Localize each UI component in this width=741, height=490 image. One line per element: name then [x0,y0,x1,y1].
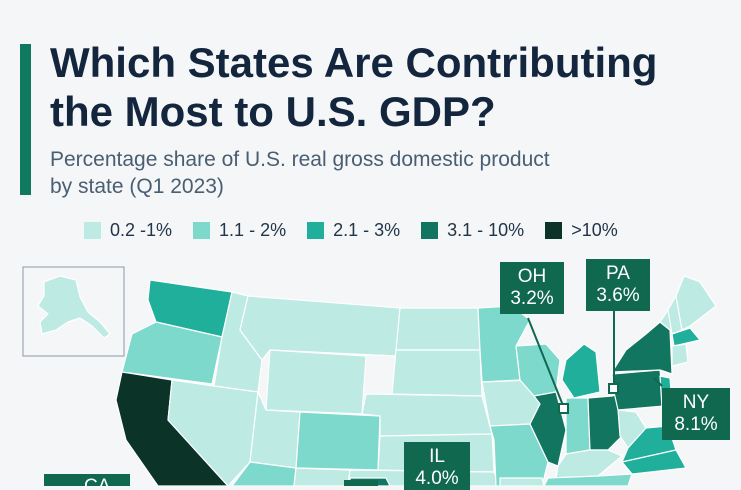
state-TN [543,473,633,486]
legend-swatch [193,221,211,239]
callout-oh-code: OH [517,266,547,287]
state-ND [395,307,481,351]
legend-item-tier1: 0.2 -1% [84,220,172,241]
state-MT [239,295,401,361]
state-PA [611,369,665,411]
state-AZ [231,461,297,486]
legend-label: 3.1 - 10% [447,219,525,240]
callout-oh: OH 3.2% [500,262,564,314]
state-OR [121,321,223,385]
state-SD [391,349,483,397]
map-legend: 0.2 -1% 1.1 - 2% 2.1 - 3% 3.1 - 10% >10% [84,219,639,241]
title-line-2: the Most to U.S. GDP? [50,88,496,135]
callout-il: IL 4.0% [404,442,470,490]
state-MI [561,343,601,399]
callout-ca: CA [44,474,130,486]
state-CO [295,411,381,471]
legend-item-tier2: 1.1 - 2% [193,220,286,241]
legend-item-tier3: 2.1 - 3% [307,220,400,241]
state-AR [499,477,545,486]
callout-tx-partial [344,480,378,486]
oh-leader-line [527,317,565,409]
subtitle-line-2: by state (Q1 2023) [50,175,224,198]
legend-swatch [421,221,439,239]
callout-ca-code: CA [84,476,124,486]
callout-il-value: 4.0% [415,468,459,489]
ny-leader-line [653,377,663,387]
state-NM [293,467,351,486]
callout-oh-value: 3.2% [510,288,554,309]
state-CT [671,343,689,367]
legend-label: 1.1 - 2% [219,219,287,240]
state-ME [675,275,717,331]
state-AK [37,275,111,339]
legend-label: 0.2 -1% [110,219,173,240]
callout-il-code: IL [429,446,445,467]
state-IN [565,397,591,455]
state-KY [555,449,623,479]
oh-marker [558,403,569,414]
legend-swatch [545,221,563,239]
title-accent-bar [20,44,31,195]
state-WY [265,349,367,415]
callout-pa-code: PA [606,263,630,284]
legend-label: >10% [571,219,618,240]
subtitle-line-1: Percentage share of U.S. real gross dome… [50,148,550,171]
legend-swatch [84,221,101,239]
legend-item-tier4: 3.1 - 10% [421,220,524,241]
callout-pa: PA 3.6% [586,259,650,311]
legend-item-tier5: >10% [545,220,618,241]
page-subtitle: Percentage share of U.S. real gross dome… [50,146,700,200]
alaska-inset-frame [22,266,125,357]
page-title: Which States Are Contributing the Most t… [50,38,730,136]
state-MA [671,327,701,347]
state-NC [621,449,687,475]
pa-marker [608,383,619,394]
legend-label: 2.1 - 3% [333,219,401,240]
callout-pa-value: 3.6% [596,285,640,306]
legend-swatch [307,221,325,239]
state-IL [529,391,567,467]
callout-ny-code: NY [682,392,710,413]
callout-ny-value: 8.1% [674,414,718,435]
callout-ny: NY 8.1% [662,388,730,440]
state-NY [611,321,673,375]
title-line-1: Which States Are Contributing [50,39,658,86]
state-NE [361,393,493,437]
